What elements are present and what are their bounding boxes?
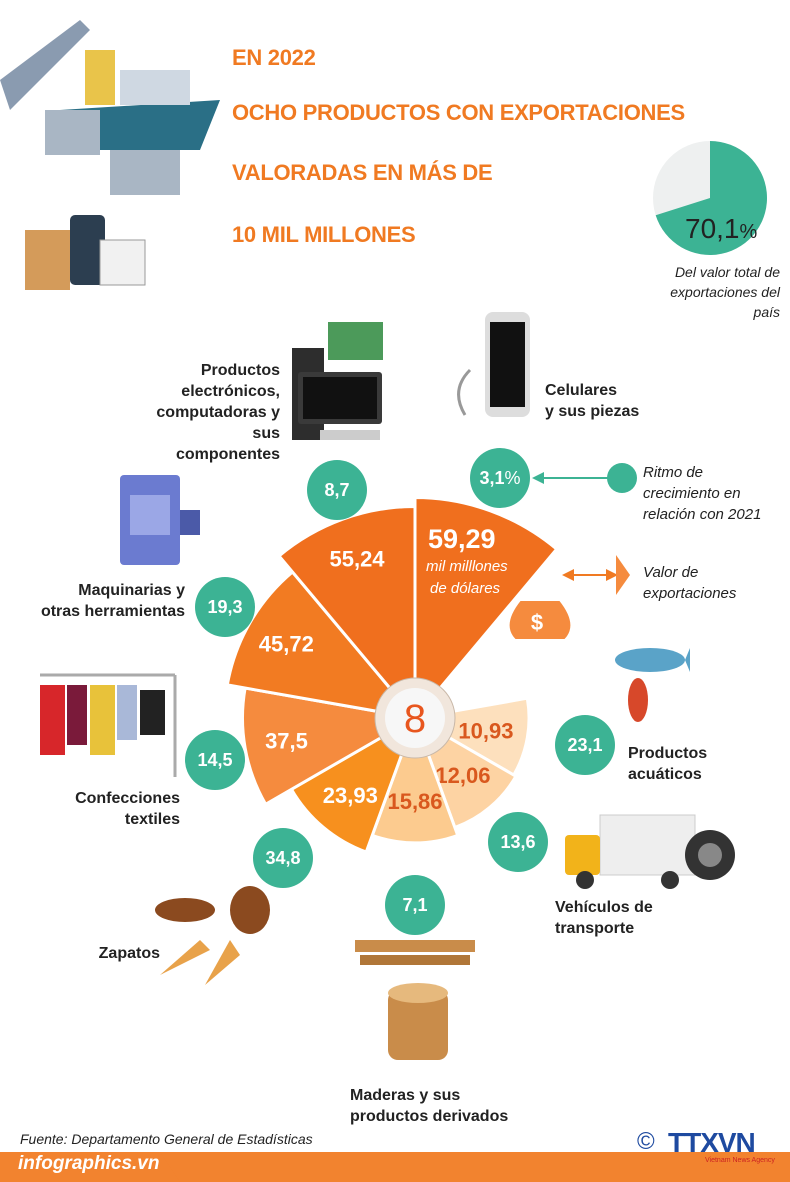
legend-markers bbox=[532, 463, 637, 595]
label-maderas: Maderas y sus productos derivados bbox=[350, 1087, 509, 1125]
title-line-3: VALORADAS EN MÁS DE bbox=[232, 160, 493, 185]
share-caption: Del valor total de exportaciones del paí… bbox=[670, 264, 780, 320]
unit-label-line-1: mil milllones bbox=[426, 558, 508, 575]
value-legend-marker bbox=[616, 555, 630, 595]
title-line-1: EN 2022 bbox=[232, 45, 316, 70]
clothes-icon bbox=[40, 673, 177, 777]
dollar-sign: $ bbox=[531, 610, 543, 635]
label-vehiculos: Vehículos de transporte bbox=[555, 899, 653, 937]
share-pie bbox=[653, 141, 767, 255]
share-unit: % bbox=[739, 221, 758, 243]
growth-badge-5: 14,5 bbox=[185, 730, 245, 790]
value-label-6: 45,72 bbox=[259, 632, 314, 657]
growth-badge-4: 34,8 bbox=[253, 828, 313, 888]
value-label-3: 15,86 bbox=[387, 789, 442, 814]
share-number: 70,1 bbox=[685, 213, 740, 244]
label-electronicos: Productos electrónicos, computadoras y s… bbox=[156, 362, 280, 463]
center-circle bbox=[385, 688, 445, 748]
unit-label-line-2: de dólares bbox=[430, 580, 501, 597]
value-label-7: 55,24 bbox=[329, 547, 385, 572]
growth-badge-6: 19,3 bbox=[195, 577, 255, 637]
money-bag-icon bbox=[507, 599, 573, 641]
machinery-icon bbox=[120, 475, 200, 565]
brand-subtitle: Vietnam News Agency bbox=[705, 1157, 775, 1164]
growth-badge-0: 3,1% bbox=[470, 448, 530, 508]
value-label-1: 10,93 bbox=[458, 719, 513, 744]
value-label-4: 23,93 bbox=[323, 783, 378, 808]
title-line-4: 10 MIL MILLONES bbox=[232, 222, 416, 247]
growth-badge-2: 13,6 bbox=[488, 812, 548, 872]
value-label-2: 12,06 bbox=[435, 763, 490, 788]
site-link[interactable]: infographics.vn bbox=[18, 1153, 160, 1174]
wood-icon bbox=[355, 940, 475, 1060]
label-acuaticos: Productos acuáticos bbox=[628, 745, 708, 783]
legend-value: Valor de exportaciones bbox=[643, 564, 737, 602]
label-maquinarias: Maquinarias y otras herramientas bbox=[40, 582, 185, 620]
brand-logo: TTXVN bbox=[668, 1127, 756, 1158]
value-label-0: 59,29 bbox=[428, 524, 496, 554]
footer-tab bbox=[0, 1152, 180, 1182]
title-line-2: OCHO PRODUCTOS CON EXPORTACIONES bbox=[232, 100, 685, 125]
percent-sign: % bbox=[504, 467, 521, 488]
phone-icon bbox=[457, 312, 530, 417]
label-textiles: Confecciones textiles bbox=[75, 790, 180, 828]
growth-legend-dot bbox=[607, 463, 637, 493]
copyright-icon: © bbox=[637, 1128, 655, 1155]
share-value: 70,1% bbox=[685, 213, 757, 245]
legend-growth: Ritmo de crecimiento en relación con 202… bbox=[643, 464, 762, 523]
growth-badge-7: 8,7 bbox=[307, 460, 367, 520]
label-zapatos: Zapatos bbox=[98, 945, 160, 962]
shoes-icon bbox=[155, 886, 270, 985]
seafood-icon bbox=[615, 648, 690, 722]
growth-badge-1: 23,1 bbox=[555, 715, 615, 775]
source-note: Fuente: Departamento General de Estadíst… bbox=[20, 1131, 313, 1147]
label-celulares: Celulares y sus piezas bbox=[545, 382, 640, 420]
truck-icon bbox=[565, 814, 735, 889]
shipping-illustration bbox=[0, 20, 220, 290]
center-count: 8 bbox=[404, 697, 426, 741]
value-label-5: 37,5 bbox=[265, 729, 308, 754]
growth-badge-3: 7,1 bbox=[385, 875, 445, 935]
share-slice bbox=[655, 141, 767, 255]
computer-icon bbox=[292, 322, 383, 440]
